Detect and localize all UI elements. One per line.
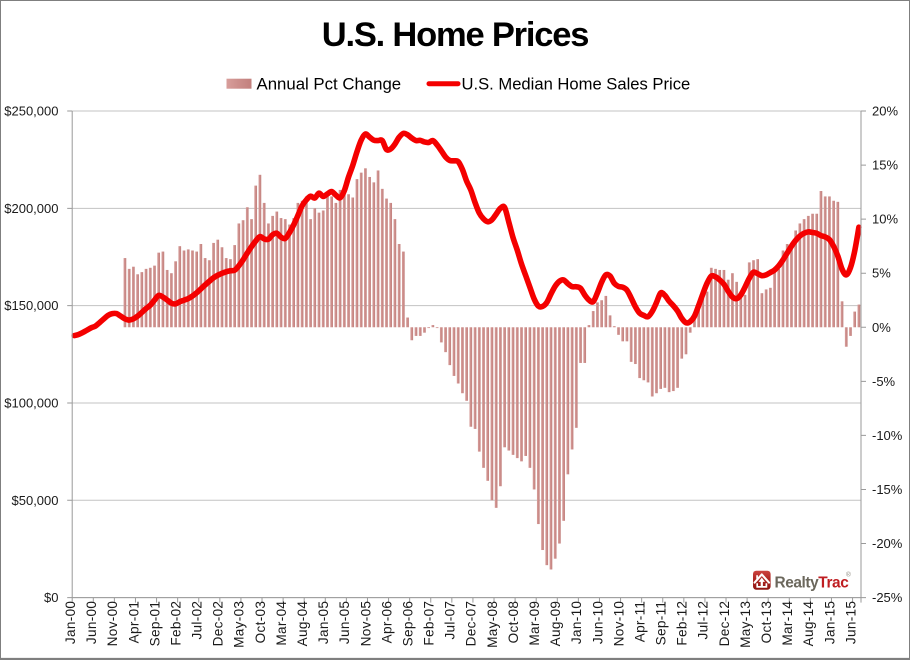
svg-text:Dec-12: Dec-12 bbox=[717, 601, 732, 647]
svg-text:Feb-02: Feb-02 bbox=[169, 601, 184, 646]
svg-text:U.S. Median Home Sales Price: U.S. Median Home Sales Price bbox=[462, 75, 691, 94]
svg-text:-20%: -20% bbox=[872, 536, 903, 551]
svg-text:$250,000: $250,000 bbox=[4, 104, 58, 119]
svg-text:Jun-00: Jun-00 bbox=[84, 601, 99, 645]
svg-text:Sep-01: Sep-01 bbox=[147, 601, 162, 647]
svg-text:0%: 0% bbox=[872, 320, 891, 335]
svg-text:Nov-10: Nov-10 bbox=[611, 601, 626, 647]
svg-text:Jun-10: Jun-10 bbox=[590, 601, 605, 645]
svg-text:$0: $0 bbox=[44, 590, 58, 605]
svg-text:Sep-11: Sep-11 bbox=[654, 601, 669, 646]
svg-text:Jan-00: Jan-00 bbox=[63, 601, 78, 645]
svg-text:Apr-01: Apr-01 bbox=[126, 601, 141, 644]
svg-text:Mar-04: Mar-04 bbox=[274, 601, 289, 646]
svg-text:Mar-14: Mar-14 bbox=[780, 601, 795, 646]
svg-text:Nov-05: Nov-05 bbox=[358, 601, 373, 647]
svg-text:Annual Pct Change: Annual Pct Change bbox=[257, 75, 402, 94]
svg-text:Aug-14: Aug-14 bbox=[801, 601, 816, 647]
svg-text:Jan-10: Jan-10 bbox=[569, 601, 584, 645]
svg-text:RealtyTrac: RealtyTrac bbox=[775, 575, 850, 592]
svg-text:Feb-12: Feb-12 bbox=[675, 601, 690, 646]
svg-text:-10%: -10% bbox=[872, 428, 903, 443]
svg-text:Jun-15: Jun-15 bbox=[843, 601, 858, 644]
svg-text:Oct-08: Oct-08 bbox=[506, 601, 521, 644]
svg-text:Aug-09: Aug-09 bbox=[548, 601, 563, 647]
svg-text:$100,000: $100,000 bbox=[4, 396, 58, 411]
svg-text:Oct-03: Oct-03 bbox=[253, 601, 268, 644]
svg-text:$200,000: $200,000 bbox=[4, 201, 58, 216]
svg-text:Dec-02: Dec-02 bbox=[211, 601, 226, 647]
svg-text:Mar-09: Mar-09 bbox=[527, 601, 542, 646]
svg-text:-25%: -25% bbox=[872, 590, 903, 605]
svg-text:$50,000: $50,000 bbox=[12, 493, 59, 508]
svg-text:Jul-02: Jul-02 bbox=[190, 601, 205, 640]
svg-text:Dec-07: Dec-07 bbox=[464, 601, 479, 647]
svg-text:$150,000: $150,000 bbox=[4, 298, 58, 313]
svg-text:Sep-06: Sep-06 bbox=[401, 601, 416, 647]
svg-text:Jan-05: Jan-05 bbox=[316, 601, 331, 644]
svg-text:May-13: May-13 bbox=[738, 601, 753, 648]
svg-text:-15%: -15% bbox=[872, 482, 903, 497]
svg-text:10%: 10% bbox=[872, 212, 898, 227]
svg-text:Apr-06: Apr-06 bbox=[379, 601, 394, 644]
svg-text:Jul-12: Jul-12 bbox=[696, 601, 711, 640]
svg-text:Aug-04: Aug-04 bbox=[295, 601, 310, 647]
svg-text:Jan-15: Jan-15 bbox=[822, 601, 837, 644]
svg-text:5%: 5% bbox=[872, 266, 891, 281]
svg-text:Jun-05: Jun-05 bbox=[337, 601, 352, 644]
svg-text:May-03: May-03 bbox=[232, 601, 247, 648]
svg-text:20%: 20% bbox=[872, 104, 898, 119]
svg-text:Jul-07: Jul-07 bbox=[443, 601, 458, 640]
svg-text:®: ® bbox=[846, 571, 851, 579]
svg-text:Nov-00: Nov-00 bbox=[105, 601, 120, 647]
svg-text:May-08: May-08 bbox=[485, 601, 500, 648]
svg-text:15%: 15% bbox=[872, 158, 898, 173]
svg-text:U.S. Home Prices: U.S. Home Prices bbox=[322, 16, 589, 54]
svg-text:-5%: -5% bbox=[872, 374, 896, 389]
svg-text:Feb-07: Feb-07 bbox=[422, 601, 437, 646]
svg-text:Apr-11: Apr-11 bbox=[633, 601, 648, 643]
svg-text:Oct-13: Oct-13 bbox=[759, 601, 774, 644]
